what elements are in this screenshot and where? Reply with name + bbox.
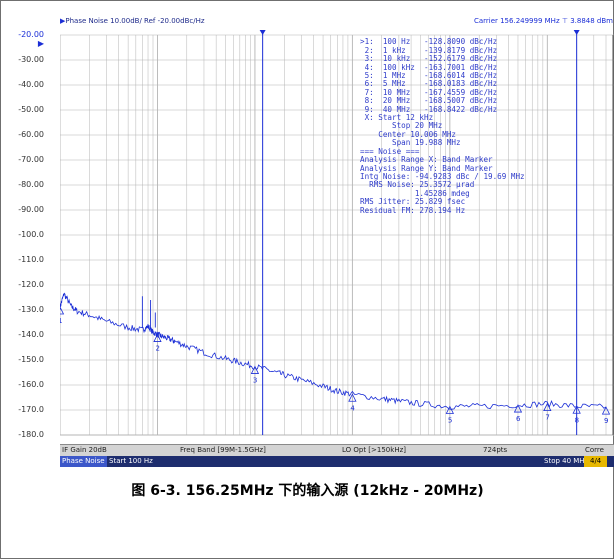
- marker-row: 3: 10 kHz -152.6179 dBc/Hz: [360, 54, 498, 64]
- sweep-bar: Phase Noise Start 100 Hz Stop 40 MHz 4/4: [60, 456, 614, 467]
- y-tick-label: -40.00: [18, 80, 44, 89]
- marker-6-triangle: [513, 404, 523, 413]
- marker-row: >1: 100 Hz -128.8090 dBc/Hz: [360, 37, 498, 47]
- residual-fm: Residual FM: 278.194 Hz: [360, 205, 466, 215]
- y-tick-label: -80.00: [18, 180, 44, 189]
- y-tick-label: -70.00: [18, 155, 44, 164]
- marker-row: 5: 1 MHz -168.6014 dBc/Hz: [360, 71, 498, 81]
- band-marker-flag: [573, 30, 580, 35]
- marker-8-label: 8: [575, 416, 579, 424]
- figure-caption: 图 6-3. 156.25MHz 下的输入源 (12kHz - 20MHz): [131, 483, 484, 499]
- marker-2-label: 2: [155, 345, 159, 353]
- marker-1-triangle: [60, 306, 65, 315]
- range-x: Analysis Range X: Band Marker: [360, 155, 493, 165]
- x-start: X: Start 12 kHz: [360, 113, 434, 123]
- trace-title-text: Phase Noise 10.00dB/ Ref -20.00dBc/Hz: [65, 17, 205, 25]
- x-stop: Stop 20 MHz: [360, 121, 443, 131]
- trace-line: [60, 292, 607, 410]
- marker-3-label: 3: [253, 377, 257, 385]
- plot-grid: [60, 34, 614, 436]
- marker-6-label: 6: [516, 415, 521, 423]
- status-bar: IF Gain 20dB Freq Band [99M-1.5GHz] LO O…: [60, 444, 614, 465]
- center: Center 10.006 MHz: [360, 129, 457, 139]
- y-tick-label: -120.0: [18, 280, 44, 289]
- carrier-text: Carrier 156.249999 MHz: [473, 17, 560, 25]
- marker-9-label: 9: [604, 417, 608, 425]
- page-counter[interactable]: 4/4: [584, 456, 608, 467]
- span: Span 19.988 MHz: [360, 138, 461, 148]
- trace-markers: 1 2 3 4 5 6 7 8 9: [60, 306, 611, 425]
- marker-1-label: 1: [60, 317, 62, 325]
- marker-4-label: 4: [350, 404, 355, 412]
- y-tick-label: -140.0: [18, 330, 44, 339]
- carrier-readout: Carrier 156.249999 MHz ⊤ 3.8848 dBm: [474, 15, 613, 27]
- marker-8-triangle: [572, 405, 581, 414]
- y-tick-label: -110.0: [18, 255, 44, 264]
- marker-2-triangle: [153, 333, 162, 342]
- marker-row: 4: 100 kHz -163.7001 dBc/Hz: [360, 62, 498, 72]
- y-tick-label: -180.0: [18, 430, 44, 439]
- y-tick-label: -130.0: [18, 305, 44, 314]
- carrier-level: 3.8848 dBm: [570, 17, 613, 25]
- rms-mdeg: 1.45286 mdeg: [360, 188, 470, 198]
- mode-label[interactable]: Phase Noise: [60, 456, 107, 467]
- marker-row: 2: 1 kHz -139.8179 dBc/Hz: [360, 45, 498, 55]
- intg-noise: Intg Noise: -94.9283 dBc / 19.69 MHz: [360, 171, 525, 181]
- tick-icon: ⊤: [561, 17, 568, 25]
- y-tick-label: -50.00: [18, 105, 44, 114]
- marker-row: 6: 5 MHz -168.0183 dBc/Hz: [360, 79, 498, 89]
- freq-band[interactable]: Freq Band [99M-1.5GHz]: [180, 446, 266, 454]
- stop-freq[interactable]: Stop 40 MHz: [544, 457, 589, 465]
- if-gain[interactable]: IF Gain 20dB: [62, 446, 107, 454]
- y-tick-label: -90.00: [18, 205, 44, 214]
- rms-noise: RMS Noise: 25.3572 µrad: [360, 180, 475, 190]
- lo-opt[interactable]: LO Opt [>150kHz]: [342, 446, 406, 454]
- marker-5-label: 5: [448, 417, 452, 425]
- y-tick-label: -100.0: [18, 230, 44, 239]
- marker-row: 8: 20 MHz -168.5007 dBc/Hz: [360, 96, 498, 106]
- marker-5-triangle: [445, 405, 455, 414]
- phase-noise-plot: 1 2 3 4 5 6 7 8 9: [60, 30, 614, 436]
- triangle-icon: ▶: [60, 17, 66, 25]
- band-marker-flag: [259, 30, 266, 35]
- marker-7-label: 7: [545, 414, 549, 422]
- y-tick-label: -170.0: [18, 405, 44, 414]
- marker-table: >1: 100 Hz -128.8090 dBc/Hz 2: 1 kHz -13…: [360, 30, 525, 223]
- points[interactable]: 724pts: [483, 446, 508, 454]
- marker-row: 7: 10 MHz -167.4559 dBc/Hz: [360, 87, 498, 97]
- range-y: Analysis Range Y: Band Marker: [360, 163, 493, 173]
- marker-row: 9: 40 MHz -168.8422 dBc/Hz: [360, 104, 498, 114]
- trace-title[interactable]: ▶Phase Noise 10.00dB/ Ref -20.00dBc/Hz: [60, 15, 205, 27]
- marker-7-triangle: [543, 402, 552, 412]
- phase-noise-trace: [60, 292, 607, 410]
- y-tick-label: -30.00: [18, 55, 44, 64]
- y-tick-label: -20.00 ▶: [18, 30, 44, 48]
- marker-3-triangle: [250, 365, 260, 374]
- y-tick-label: -150.0: [18, 355, 44, 364]
- y-tick-label: -60.00: [18, 130, 44, 139]
- rms-jitter: RMS Jitter: 25.829 fsec: [360, 197, 466, 207]
- y-axis-labels: -20.00 ▶ -30.00 -40.00 -50.00 -60.00 -70.00 -8…: [0, 0, 60, 450]
- marker-4-triangle: [348, 393, 357, 402]
- noise-header: === Noise ===: [360, 146, 420, 156]
- marker-9-triangle: [601, 406, 611, 415]
- y-tick-label: -160.0: [18, 380, 44, 389]
- start-freq[interactable]: Start 100 Hz: [109, 457, 153, 465]
- marker-rows: >1: 100 Hz -128.8090 dBc/Hz 2: 1 kHz -13…: [360, 37, 525, 114]
